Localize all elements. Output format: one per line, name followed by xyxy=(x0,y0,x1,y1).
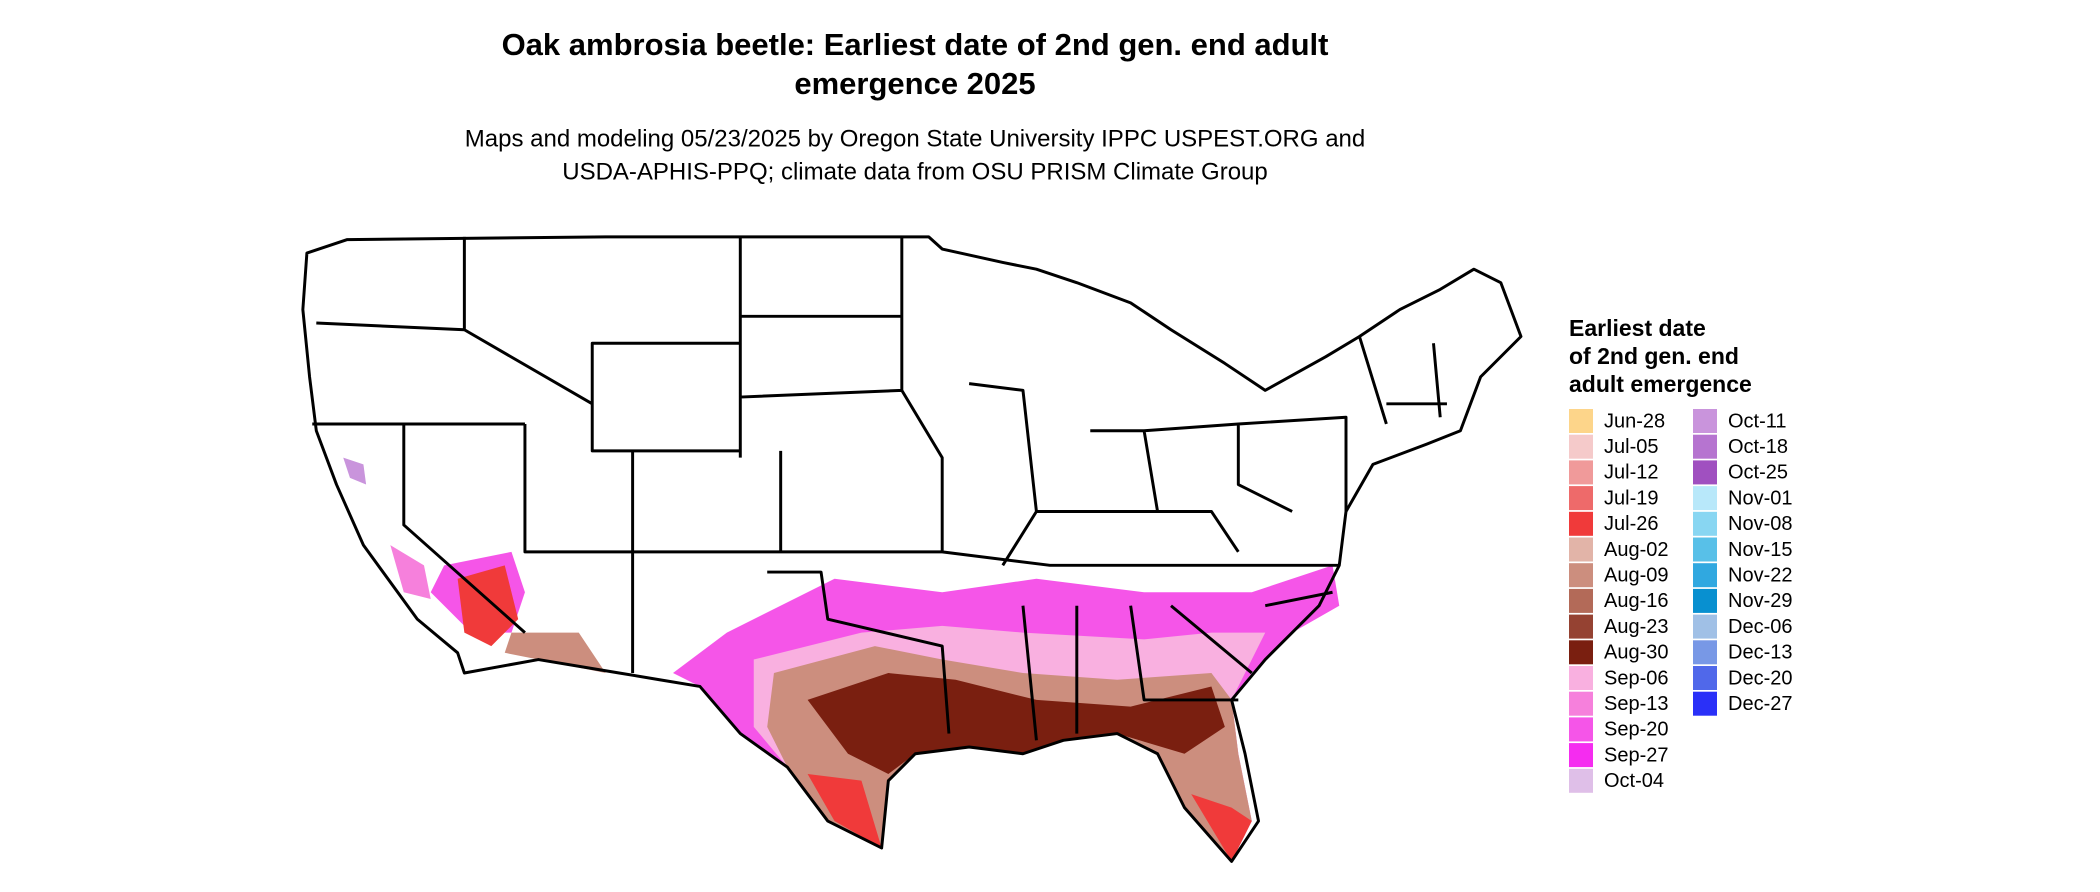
legend-swatch xyxy=(1569,640,1593,665)
legend-title: Earliest date xyxy=(1569,315,1706,341)
legend-label: Oct-25 xyxy=(1728,462,1788,484)
legend-swatch xyxy=(1569,409,1593,433)
legend-label: Nov-22 xyxy=(1728,564,1792,586)
legend-label: Aug-09 xyxy=(1604,564,1669,586)
legend-swatch xyxy=(1693,460,1717,485)
legend-label: Aug-23 xyxy=(1604,616,1669,638)
legend-swatch xyxy=(1569,434,1593,459)
state-borders xyxy=(312,236,1447,741)
legend-swatch xyxy=(1569,768,1593,793)
legend-swatch xyxy=(1693,666,1717,690)
legend: Earliest date of 2nd gen. end adult emer… xyxy=(1569,315,1792,793)
legend-swatch xyxy=(1569,743,1593,768)
legend-label: Jul-12 xyxy=(1604,462,1658,484)
legend-label: Oct-11 xyxy=(1728,410,1787,432)
zone xyxy=(807,773,882,848)
legend-swatch xyxy=(1569,614,1593,639)
legend-label: Nov-29 xyxy=(1728,590,1792,612)
us-map xyxy=(301,235,1523,863)
legend-swatch xyxy=(1693,563,1717,588)
legend-label: Jul-26 xyxy=(1604,513,1658,535)
legend-label: Dec-27 xyxy=(1728,693,1792,715)
legend-label: Oct-18 xyxy=(1728,436,1788,458)
subtitle-line: Maps and modeling 05/23/2025 by Oregon S… xyxy=(465,125,1365,152)
legend-swatch xyxy=(1693,434,1717,459)
subtitle-line: USDA-APHIS-PPQ; climate data from OSU PR… xyxy=(562,158,1268,185)
legend-swatch xyxy=(1693,537,1717,562)
title-line: emergence 2025 xyxy=(794,66,1035,101)
legend-label: Aug-30 xyxy=(1604,642,1669,664)
legend-label: Jul-19 xyxy=(1604,487,1658,509)
legend-swatch xyxy=(1569,563,1593,588)
legend-label: Nov-08 xyxy=(1728,513,1792,535)
legend-swatch xyxy=(1569,588,1593,613)
legend-label: Sep-13 xyxy=(1604,693,1669,715)
zone xyxy=(1191,794,1252,862)
legend-label: Nov-15 xyxy=(1728,539,1792,561)
zone xyxy=(504,632,606,673)
legend-swatch xyxy=(1569,511,1593,536)
zone xyxy=(767,646,1252,862)
legend-swatch xyxy=(1569,486,1593,511)
legend-label: Dec-06 xyxy=(1728,616,1792,638)
legend-swatch xyxy=(1693,691,1717,716)
legend-swatch xyxy=(1693,640,1717,665)
legend-swatch xyxy=(1693,409,1717,433)
legend-label: Dec-20 xyxy=(1728,667,1792,689)
legend-swatch xyxy=(1693,511,1717,536)
legend-label: Dec-13 xyxy=(1728,642,1792,664)
legend-swatch xyxy=(1569,460,1593,485)
legend-swatch xyxy=(1693,486,1717,511)
legend-label: Aug-16 xyxy=(1604,590,1669,612)
legend-label: Sep-20 xyxy=(1604,719,1669,741)
legend-swatch xyxy=(1569,691,1593,716)
zone xyxy=(390,545,431,599)
legend-label: Jul-05 xyxy=(1604,436,1658,458)
legend-swatch xyxy=(1693,614,1717,639)
legend-title: adult emergence xyxy=(1569,371,1752,397)
zone xyxy=(807,673,1225,774)
legend-label: Nov-01 xyxy=(1728,487,1792,509)
legend-label: Jun-28 xyxy=(1604,410,1665,432)
legend-swatch xyxy=(1693,588,1717,613)
legend-swatch xyxy=(1569,717,1593,742)
legend-swatch xyxy=(1569,537,1593,562)
legend-label: Oct-04 xyxy=(1604,770,1664,792)
title-line: Oak ambrosia beetle: Earliest date of 2n… xyxy=(502,27,1329,62)
legend-label: Aug-02 xyxy=(1604,539,1669,561)
country-outline xyxy=(301,235,1523,863)
legend-label: Sep-06 xyxy=(1604,667,1669,689)
legend-label: Sep-27 xyxy=(1604,744,1669,766)
legend-title: of 2nd gen. end xyxy=(1569,343,1739,369)
legend-swatch xyxy=(1569,666,1593,690)
zone xyxy=(343,457,367,485)
